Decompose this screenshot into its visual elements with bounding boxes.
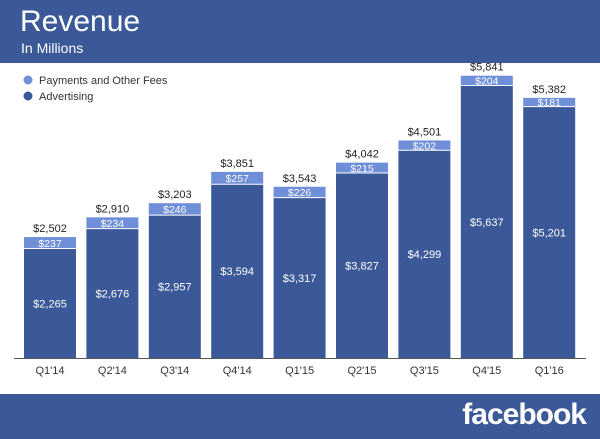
x-tick-label: Q3'14 xyxy=(160,365,189,377)
bar-payments xyxy=(398,140,451,151)
x-axis-labels: Q1'14 Q2'14 Q3'14 Q4'14 Q1'15 Q2'15 Q3'15 Q4'15… xyxy=(35,365,563,377)
label-advertising: $2,265 xyxy=(33,298,67,310)
bar-payments xyxy=(460,75,513,86)
x-tick-label: Q1'15 xyxy=(285,365,314,377)
revenue-chart: Payments and Other Fees Advertising $2,26… xyxy=(14,63,586,377)
x-tick-label: Q4'14 xyxy=(223,365,252,377)
label-total: $3,851 xyxy=(220,158,254,170)
bar-payments xyxy=(211,171,264,185)
label-advertising: $5,637 xyxy=(470,217,504,229)
x-tick-label: Q1'14 xyxy=(35,365,64,377)
label-payments: $257 xyxy=(226,173,250,185)
label-total: $5,382 xyxy=(532,84,566,96)
bar-payments xyxy=(86,217,139,229)
bar-payments xyxy=(148,203,201,216)
bar-advertising xyxy=(24,248,76,358)
header-band: Revenue In Millions xyxy=(0,0,600,63)
label-total: $2,910 xyxy=(96,203,130,215)
bar-payments xyxy=(24,237,76,249)
label-payments: $237 xyxy=(38,238,62,250)
bar-payments xyxy=(336,162,388,174)
label-payments: $234 xyxy=(101,218,125,230)
legend: Payments and Other Fees Advertising xyxy=(23,75,168,103)
bar-advertising xyxy=(273,197,326,358)
bar-group: $2,265 $237 $2,502 $2,676 $234 $2,910 $2,957 $2… xyxy=(24,63,576,359)
chart-title: Revenue xyxy=(20,5,141,38)
label-total: $3,203 xyxy=(158,189,192,201)
x-tick-label: Q2'15 xyxy=(347,365,376,377)
label-advertising: $3,317 xyxy=(283,273,317,285)
chart-subtitle: In Millions xyxy=(21,40,84,56)
label-advertising: $4,299 xyxy=(408,249,442,261)
bar-advertising xyxy=(211,184,264,358)
label-total: $3,543 xyxy=(283,173,317,185)
label-payments: $246 xyxy=(163,204,187,216)
label-total: $4,042 xyxy=(345,149,379,161)
bar-advertising xyxy=(148,215,201,358)
label-advertising: $2,957 xyxy=(158,282,192,294)
bar-advertising xyxy=(460,85,513,359)
label-advertising: $5,201 xyxy=(532,227,566,239)
label-payments: $204 xyxy=(475,76,499,88)
label-total: $2,502 xyxy=(33,223,67,235)
bar-advertising xyxy=(86,228,139,358)
bar-payments xyxy=(273,186,326,198)
bar-advertising xyxy=(523,106,576,358)
label-total: $5,841 xyxy=(470,63,504,74)
label-advertising: $3,827 xyxy=(345,261,379,273)
x-tick-label: Q2'14 xyxy=(98,365,127,377)
label-advertising: $3,594 xyxy=(220,266,254,278)
legend-label: Advertising xyxy=(39,91,93,103)
label-advertising: $2,676 xyxy=(96,288,130,300)
label-payments: $181 xyxy=(538,97,562,109)
x-tick-label: Q3'15 xyxy=(410,365,439,377)
x-tick-label: Q1'16 xyxy=(535,365,564,377)
legend-label: Payments and Other Fees xyxy=(39,75,168,87)
label-payments: $226 xyxy=(288,187,312,199)
x-tick-label: Q4'15 xyxy=(472,365,501,377)
label-payments: $215 xyxy=(350,163,374,175)
bar-payments xyxy=(523,97,576,107)
bar-advertising xyxy=(398,150,451,358)
legend-marker xyxy=(23,75,33,85)
legend-marker xyxy=(23,91,33,101)
label-payments: $202 xyxy=(413,140,437,152)
footer-band: facebook xyxy=(0,394,600,439)
label-total: $4,501 xyxy=(408,126,442,138)
facebook-logo: facebook xyxy=(462,398,587,431)
bar-advertising xyxy=(336,173,388,358)
